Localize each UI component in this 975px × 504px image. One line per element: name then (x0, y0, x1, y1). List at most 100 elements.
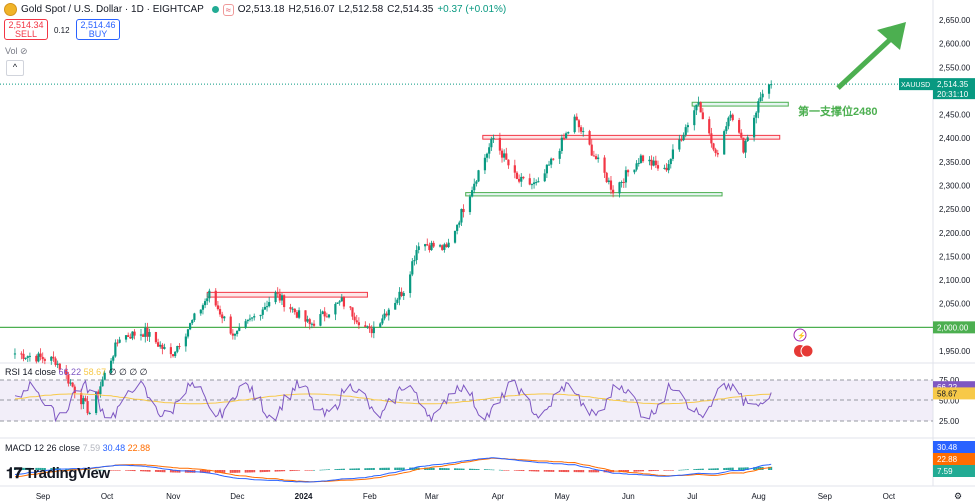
candle (483, 154, 487, 174)
candle (535, 179, 538, 186)
sell-button[interactable]: 2,514.34 SELL (4, 19, 48, 40)
candle-body (124, 335, 128, 340)
candle (65, 365, 68, 380)
macd-hist-bar (729, 467, 732, 470)
macd-hist-bar (565, 470, 568, 473)
candle-body (490, 138, 493, 148)
candle-body (738, 120, 741, 133)
candle-body (695, 104, 698, 111)
candle-body (693, 110, 696, 126)
candle-body (547, 164, 551, 166)
candle-body (528, 178, 531, 185)
candle-body (633, 169, 636, 173)
candle (383, 309, 386, 321)
candle-body (603, 157, 606, 173)
candle (310, 322, 313, 329)
collapse-button[interactable]: ^ (6, 60, 24, 76)
macd-hist-bar (710, 468, 713, 470)
macd-hist-bar (248, 470, 251, 473)
macd-hist-bar (637, 470, 640, 472)
candle (236, 330, 239, 337)
time-axis-label: Nov (166, 492, 180, 501)
candle-body (26, 356, 29, 358)
macd-hist-bar (20, 467, 23, 470)
macd-hist-bar (133, 470, 136, 472)
macd-hist-bar (460, 468, 463, 470)
macd-hist-bar (682, 469, 685, 471)
tradingview-logo[interactable]: 𝟏𝟕 TradingView (6, 465, 110, 482)
candle (605, 171, 608, 184)
candle (708, 116, 711, 135)
macd-hist-bar (268, 470, 271, 472)
candle-body (456, 224, 459, 231)
candle (492, 134, 495, 143)
candle-body (543, 173, 546, 182)
candle (86, 396, 89, 416)
macd-hist-bar (400, 467, 403, 470)
rsi-legend[interactable]: RSI 14 close 66.22 58.67 ∅ ∅ ∅ ∅ (5, 367, 148, 378)
macd-hist-bar (714, 468, 717, 470)
approx-icon[interactable]: ≈ (222, 3, 234, 16)
arrow-head (877, 22, 906, 50)
candle (654, 155, 657, 168)
macd-hist-bar (261, 470, 264, 473)
price-axis-tick: 2,050.00 (939, 300, 971, 309)
volume-label[interactable]: Vol ⊘ (5, 46, 28, 57)
buy-button[interactable]: 2,514.46 BUY (76, 19, 120, 40)
candle-body (88, 413, 91, 415)
macd-hist-bar (148, 470, 151, 472)
macd-hist-bar (605, 470, 608, 473)
candle-body (52, 356, 55, 359)
candle (280, 293, 284, 306)
candle (415, 245, 418, 265)
macd-hist-bar (590, 470, 593, 473)
candle (176, 345, 179, 354)
candle-body (725, 126, 728, 132)
macd-hist-bar (88, 469, 91, 471)
candle (278, 288, 281, 303)
price-axis-tick: 2,550.00 (939, 63, 971, 72)
candle-body (473, 183, 476, 191)
macd-hist-bar (468, 468, 471, 470)
candle-body (99, 386, 102, 395)
macd-hist-bar (537, 470, 540, 472)
sell-label: SELL (14, 29, 38, 39)
candle-body (274, 292, 277, 303)
candle-body (475, 181, 478, 184)
candle-body (462, 208, 465, 213)
candle-body (530, 184, 534, 186)
candle-body (639, 155, 642, 163)
macd-hist-bar (515, 470, 518, 471)
macd-hist-bar (308, 470, 311, 471)
macd-hist-bar (580, 470, 583, 473)
candle (372, 321, 375, 339)
candle (244, 318, 247, 330)
volume-label-text: Vol (5, 46, 18, 56)
candle (297, 307, 301, 320)
macd-hist-bar (118, 470, 121, 471)
rsi-empty-values: ∅ ∅ ∅ ∅ (108, 367, 148, 377)
macd-hist-bar (432, 467, 435, 470)
spread-value: 0.12 (54, 26, 70, 35)
candle-body (518, 178, 521, 182)
time-axis-label: Sep (36, 492, 51, 501)
candle (680, 136, 683, 142)
candle-body (415, 250, 418, 261)
candle (321, 310, 324, 315)
last-price-badge (933, 78, 975, 100)
macd-hist-bar (144, 470, 147, 472)
macd-hist-bar (266, 470, 269, 472)
candle (746, 134, 749, 142)
candle-body (622, 181, 625, 183)
macd-hist-bar (370, 468, 373, 470)
symbol-header: Gold Spot / U.S. Dollar · 1D · EIGHTCAP … (4, 3, 506, 16)
buy-price: 2,514.46 (80, 20, 116, 30)
eye-hidden-icon[interactable]: ⊘ (20, 46, 28, 56)
macd-hist-bar (280, 470, 283, 472)
macd-legend[interactable]: MACD 12 26 close 7.59 30.48 22.88 (5, 443, 150, 453)
candle-body (453, 230, 457, 243)
candle-body (238, 327, 241, 331)
symbol-title[interactable]: Gold Spot / U.S. Dollar · 1D · EIGHTCAP (21, 4, 204, 15)
candle (58, 363, 61, 372)
